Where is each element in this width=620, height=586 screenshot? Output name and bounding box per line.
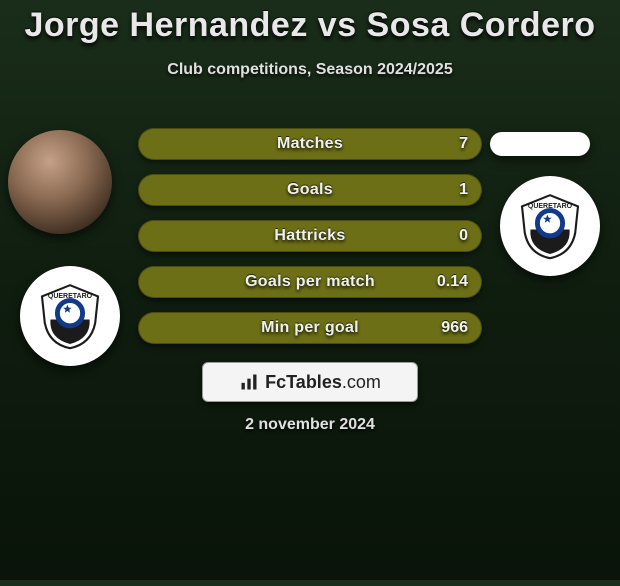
date-text: 2 november 2024 [0,416,620,434]
brand-suffix: .com [342,372,381,392]
stats-container: Matches 7 Goals 1 Hattricks 0 Goals per … [138,128,482,358]
brand-name: FcTables [265,372,342,392]
stat-label: Goals [287,181,333,199]
stat-row-goals-per-match: Goals per match 0.14 [138,266,482,298]
stat-row-min-per-goal: Min per goal 966 [138,312,482,344]
stat-row-matches: Matches 7 [138,128,482,160]
stat-label: Min per goal [261,319,359,337]
stat-row-hattricks: Hattricks 0 [138,220,482,252]
stat-label: Matches [277,135,343,153]
club-right-badge: QUERETARO [500,176,600,276]
player-left-avatar [8,130,112,234]
stat-value-right: 966 [441,312,468,344]
svg-text:QUERETARO: QUERETARO [528,203,573,210]
stat-label: Hattricks [274,227,345,245]
brand-link[interactable]: FcTables.com [202,362,418,402]
stat-value-right: 1 [459,174,468,206]
club-crest-icon: QUERETARO [515,191,585,261]
brand-bars-icon [239,372,259,392]
subtitle: Club competitions, Season 2024/2025 [0,61,620,79]
club-left-badge: QUERETARO [20,266,120,366]
stat-label: Goals per match [245,273,375,291]
brand-text: FcTables.com [265,372,381,393]
stat-row-goals: Goals 1 [138,174,482,206]
page-title: Jorge Hernandez vs Sosa Cordero [0,6,620,45]
player-right-avatar [490,132,590,156]
stat-value-right: 0.14 [437,266,468,298]
club-crest-icon: QUERETARO [35,281,105,351]
stat-value-right: 0 [459,220,468,252]
stat-value-right: 7 [459,128,468,160]
svg-text:QUERETARO: QUERETARO [48,293,93,300]
